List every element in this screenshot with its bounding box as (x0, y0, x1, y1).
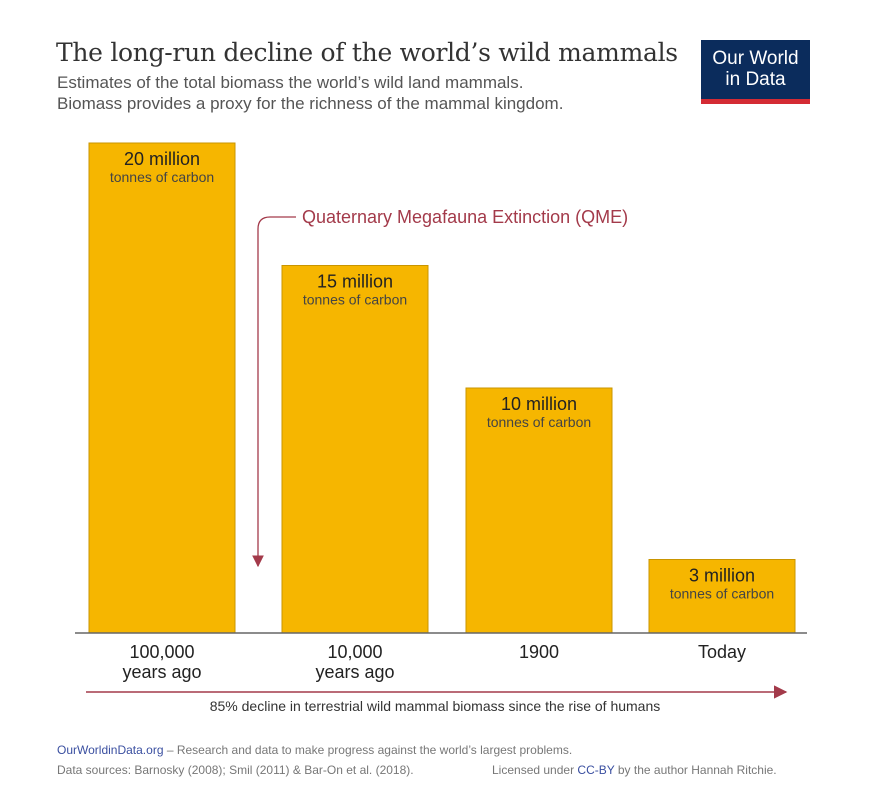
qme-arrow (252, 216, 296, 568)
footer-tagline: – Research and data to make progress aga… (163, 743, 573, 757)
x-tick-label-2-0: 1900 (519, 642, 559, 662)
footer-line-1: OurWorldinData.org – Research and data t… (57, 743, 572, 757)
license-prefix: Licensed under (492, 763, 578, 777)
license-suffix: by the author Hannah Ritchie. (614, 763, 777, 777)
bar-unit-label-2: tonnes of carbon (487, 414, 591, 430)
owid-logo[interactable]: Our World in Data (701, 40, 810, 104)
bar-value-label-0: 20 million (124, 149, 200, 169)
license-link[interactable]: CC-BY (577, 763, 615, 777)
bar-unit-label-3: tonnes of carbon (670, 586, 774, 602)
qme-annotation: Quaternary Megafauna Extinction (QME) (302, 207, 628, 227)
bar-1 (281, 265, 429, 634)
x-tick-label-0-0: 100,000 (129, 642, 194, 662)
logo-line-1: Our World (712, 48, 799, 69)
footer-license: Licensed under CC-BY by the author Hanna… (492, 763, 777, 777)
chart-subtitle: Estimates of the total biomass the world… (57, 72, 563, 114)
decline-note: 85% decline in terrestrial wild mammal b… (210, 698, 661, 714)
chart-title: The long-run decline of the world’s wild… (56, 38, 678, 67)
x-tick-label-3-0: Today (698, 642, 746, 662)
bar-0 (88, 142, 236, 634)
bar-2 (465, 387, 613, 634)
footer-sources: Data sources: Barnosky (2008); Smil (201… (57, 763, 414, 777)
x-tick-label-1-0: 10,000 (327, 642, 382, 662)
owid-link[interactable]: OurWorldinData.org (57, 743, 164, 757)
bar-unit-label-1: tonnes of carbon (303, 292, 407, 308)
x-tick-label-0-1: years ago (122, 662, 201, 682)
bar-value-label-1: 15 million (317, 272, 393, 292)
logo-line-2: in Data (725, 69, 786, 90)
subtitle-line-2: Biomass provides a proxy for the richnes… (57, 94, 564, 113)
bar-value-label-3: 3 million (689, 566, 755, 586)
bar-unit-label-0: tonnes of carbon (110, 169, 214, 185)
x-tick-label-1-1: years ago (315, 662, 394, 682)
bar-3 (648, 559, 796, 634)
subtitle-line-1: Estimates of the total biomass the world… (57, 73, 524, 92)
bar-value-label-2: 10 million (501, 394, 577, 414)
